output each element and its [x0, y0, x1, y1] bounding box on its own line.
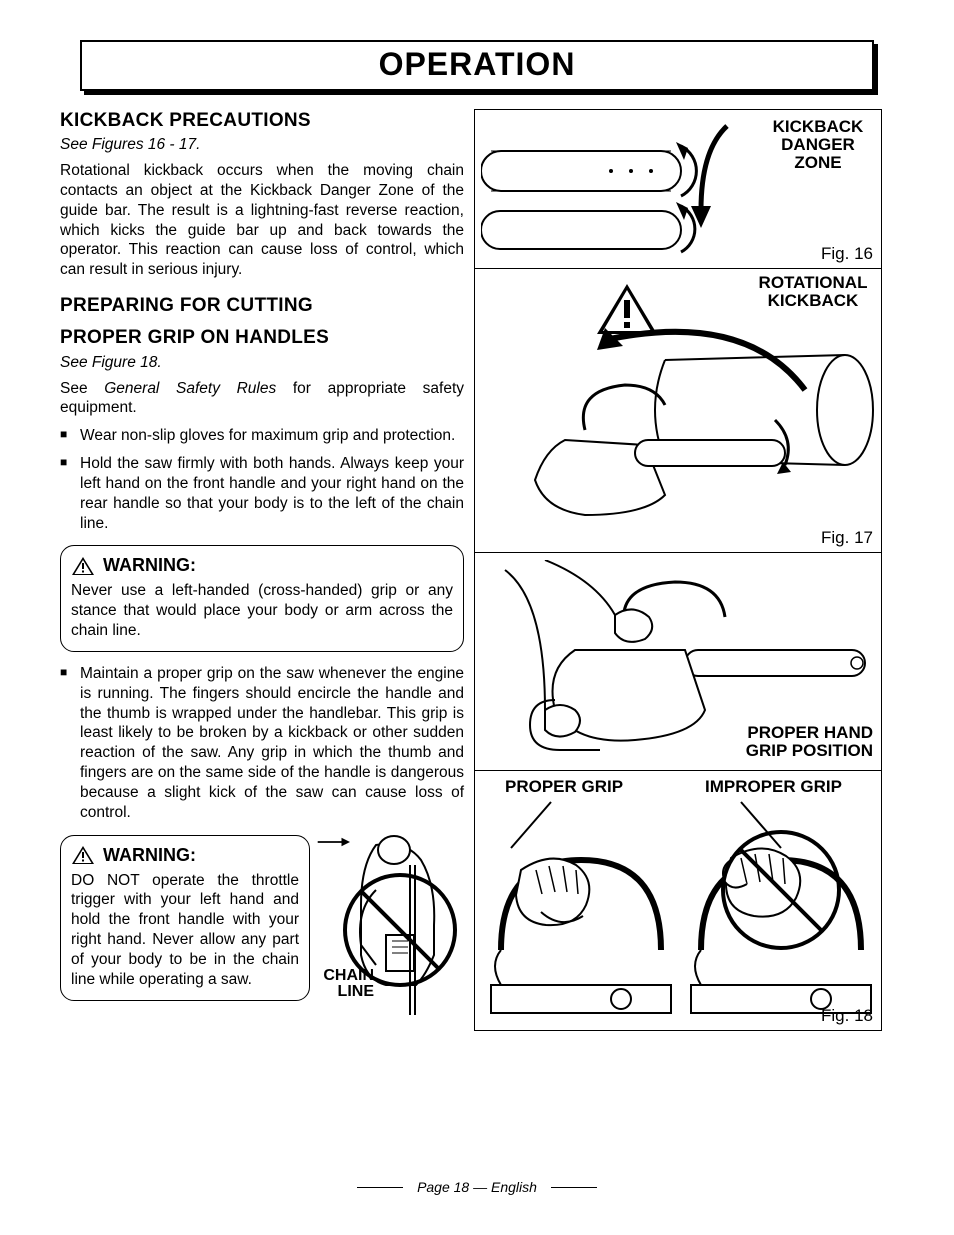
kickback-zone-label: KICKBACK DANGER ZONE: [763, 118, 873, 172]
kickback-body: Rotational kickback occurs when the movi…: [60, 161, 464, 280]
fig17-illustration: [485, 320, 875, 545]
bullet-list-b: Maintain a proper grip on the saw whenev…: [60, 664, 464, 823]
see-figure-18: See Figure 18.: [60, 353, 464, 373]
section-header: OPERATION: [80, 40, 874, 91]
arrow-icon: [316, 835, 350, 849]
figure-box: KICKBACK DANGER ZONE Fig. 16 ROTATIONAL …: [474, 109, 882, 1031]
figure-separator: [475, 268, 881, 269]
list-item: Maintain a proper grip on the saw whenev…: [60, 664, 464, 823]
preparing-heading: PREPARING FOR CUTTING: [60, 294, 464, 318]
warning-icon: [71, 845, 95, 865]
chain-line-text: CHAIN LINE: [323, 967, 374, 1001]
warning-icon: [71, 556, 95, 576]
bullet-list-a: Wear non-slip gloves for maximum grip an…: [60, 426, 464, 533]
warning-row: WARNING: DO NOT operate the throttle tri…: [60, 835, 464, 1025]
right-column: KICKBACK DANGER ZONE Fig. 16 ROTATIONAL …: [474, 109, 882, 1031]
rotational-kickback-label: ROTATIONAL KICKBACK: [753, 274, 873, 310]
footer-rule: [357, 1187, 403, 1188]
fig17-label: Fig. 17: [821, 528, 873, 548]
grip-heading: PROPER GRIP ON HANDLES: [60, 326, 464, 350]
warning-box-2: WARNING: DO NOT operate the throttle tri…: [60, 835, 310, 1001]
list-item: Hold the saw firmly with both hands. Alw…: [60, 454, 464, 533]
proper-grip-label: PROPER GRIP: [505, 778, 623, 796]
figure-separator: [475, 770, 881, 771]
left-column: KICKBACK PRECAUTIONS See Figures 16 - 17…: [60, 109, 464, 1031]
warning-head: WARNING:: [71, 844, 299, 867]
section-title: OPERATION: [80, 40, 874, 91]
warning-head: WARNING:: [71, 554, 453, 577]
see-general-safety: See General Safety Rules for appropriate…: [60, 379, 464, 419]
content-columns: KICKBACK PRECAUTIONS See Figures 16 - 17…: [50, 109, 904, 1031]
see-figures-16-17: See Figures 16 - 17.: [60, 135, 464, 155]
proper-grip-illustration: [481, 800, 681, 1020]
figure-separator: [475, 552, 881, 553]
warning-label: WARNING:: [103, 844, 196, 867]
chain-line-figure: CHAIN LINE: [316, 835, 464, 1025]
warning-box-1: WARNING: Never use a left-handed (cross-…: [60, 545, 464, 652]
list-item: Wear non-slip gloves for maximum grip an…: [60, 426, 464, 446]
fig16-label: Fig. 16: [821, 244, 873, 264]
fig18-label: Fig. 18: [821, 1006, 873, 1026]
proper-hand-grip-label: PROPER HAND GRIP POSITION: [713, 724, 873, 760]
warning-body: Never use a left-handed (cross-handed) g…: [71, 581, 453, 640]
warning-label: WARNING:: [103, 554, 196, 577]
improper-grip-illustration: [681, 800, 881, 1020]
footer-rule: [551, 1187, 597, 1188]
warning-body: DO NOT operate the throttle trigger with…: [71, 871, 299, 990]
footer-text: Page 18 — English: [417, 1179, 537, 1195]
page-frame: KICKBACK PRECAUTIONS See Figures 16 - 17…: [50, 109, 904, 1031]
improper-grip-label: IMPROPER GRIP: [705, 778, 842, 796]
arrow-down-icon: [691, 120, 731, 240]
chain-line-label: CHAIN LINE: [316, 968, 374, 1002]
page-footer: Page 18 — English: [0, 1175, 954, 1196]
kickback-heading: KICKBACK PRECAUTIONS: [60, 109, 464, 133]
